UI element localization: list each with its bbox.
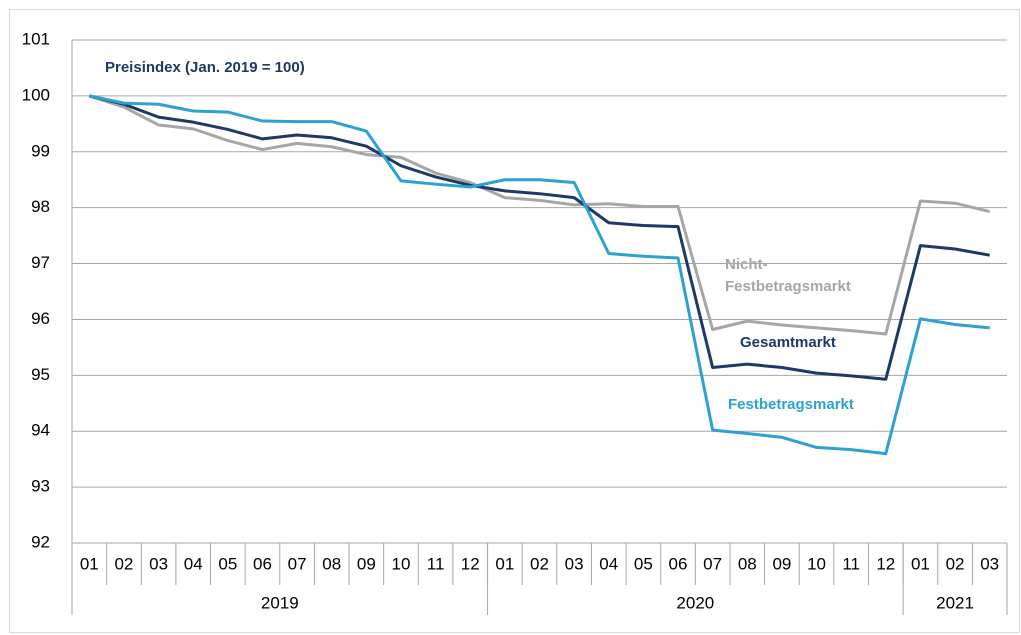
x-tick-label: 04 [184,554,203,573]
chart-border [9,9,1020,633]
x-tick-label: 01 [495,554,514,573]
x-group-label: 2021 [936,593,974,612]
x-tick-label: 08 [738,554,757,573]
x-group-label: 2019 [261,593,299,612]
x-tick-label: 12 [461,554,480,573]
x-tick-label: 11 [842,554,860,573]
series-label: Festbetragsmarkt [728,396,854,413]
series-label: Gesamtmarkt [740,334,836,351]
x-tick-label: 12 [876,554,895,573]
x-tick-label: 02 [946,554,965,573]
x-group-label: 2020 [676,593,714,612]
series-line [89,94,990,456]
x-tick-label: 07 [703,554,722,573]
x-tick-label: 06 [253,554,272,573]
x-tick-label: 05 [634,554,653,573]
x-tick-label: 07 [288,554,307,573]
x-tick-label: 02 [530,554,549,573]
series-line [88,94,990,381]
y-tick-label: 92 [31,532,50,551]
y-tick-label: 96 [31,309,50,328]
x-tick-label: 06 [669,554,688,573]
x-tick-label: 05 [218,554,237,573]
x-tick-label: 10 [392,554,411,573]
y-tick-label: 100 [22,85,50,104]
x-tick-label: 02 [114,554,133,573]
x-tick-label: 04 [599,554,618,573]
x-tick-label: 03 [565,554,584,573]
x-tick-label: 10 [807,554,826,573]
x-tick-label: 03 [980,554,999,573]
x-tick-label: 11 [427,554,445,573]
y-tick-label: 93 [31,477,50,496]
y-tick-label: 99 [31,141,50,160]
y-tick-label: 95 [31,365,50,384]
y-tick-label: 97 [31,253,50,272]
chart-title: Preisindex (Jan. 2019 = 100) [105,59,305,76]
y-tick-label: 94 [31,421,50,440]
y-tick-label: 98 [31,197,50,216]
x-tick-label: 09 [772,554,791,573]
x-tick-label: 01 [80,554,99,573]
x-tick-label: 08 [322,554,341,573]
series-label: Nicht-Festbetragsmarkt [725,256,851,295]
y-tick-label: 101 [22,29,50,48]
x-tick-label: 03 [149,554,168,573]
series-line [88,94,991,336]
x-tick-label: 01 [911,554,930,573]
x-tick-label: 09 [357,554,376,573]
